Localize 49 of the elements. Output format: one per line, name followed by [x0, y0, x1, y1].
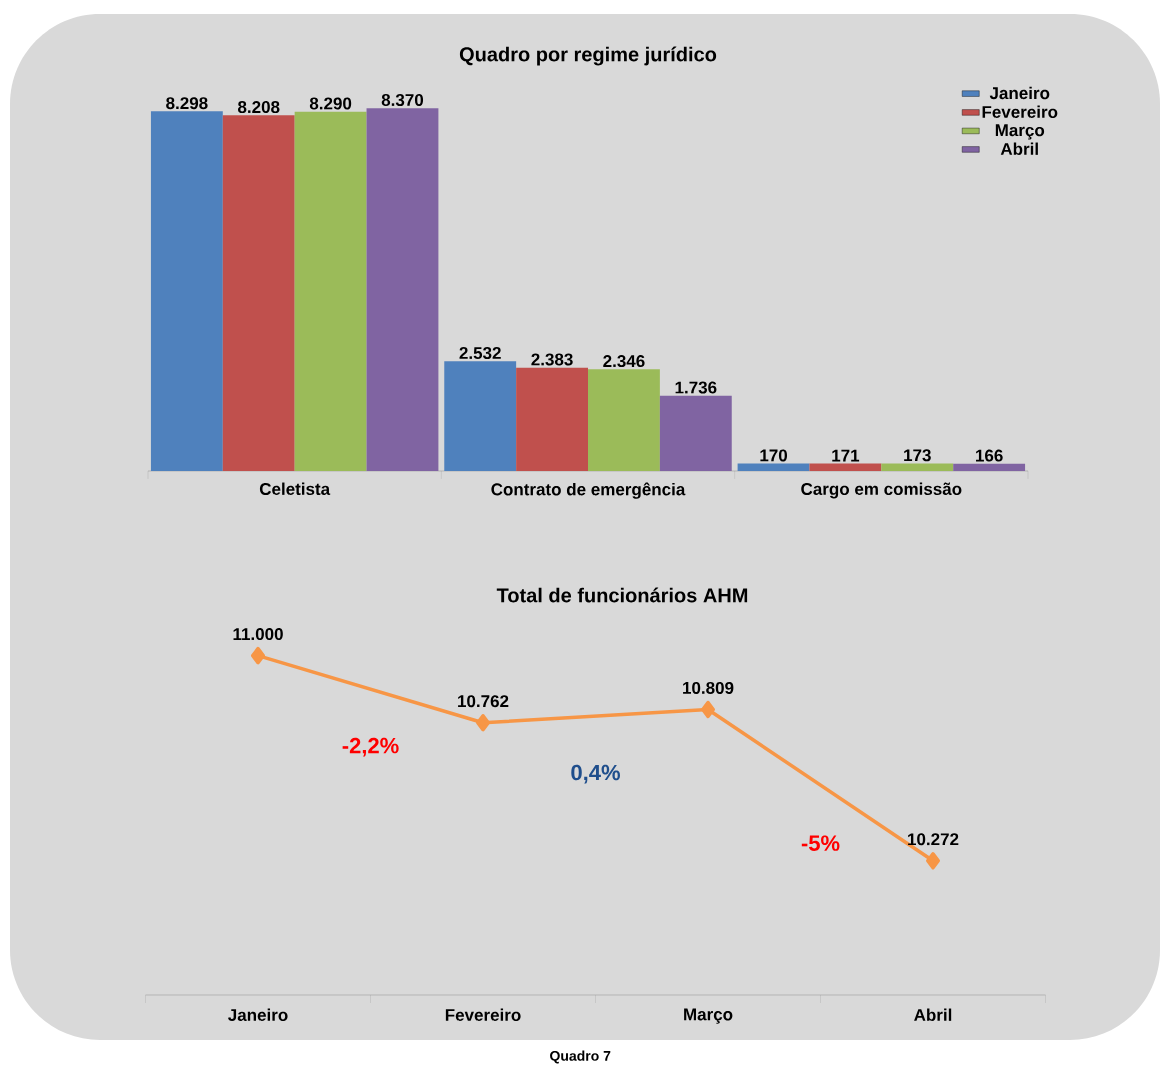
bar: [444, 361, 517, 472]
data-label: 2.532: [459, 347, 501, 360]
data-label: 166: [976, 449, 1003, 462]
x-tick-label: Fevereiro: [445, 1008, 521, 1022]
bar: [150, 111, 223, 472]
data-label: 2.383: [531, 353, 573, 366]
bar: [881, 463, 954, 472]
bar: [953, 463, 1026, 472]
annotation: -2,2%: [342, 737, 399, 757]
legend-label: Abril: [1000, 142, 1038, 156]
point: [926, 852, 941, 870]
annotation: 0,4%: [571, 764, 620, 784]
legend-label: Março: [995, 124, 1045, 140]
data-label: 8.208: [238, 101, 280, 114]
chart-title: Total de funcionários AHM: [496, 587, 748, 603]
x-tick-label: Celetista: [259, 482, 331, 496]
x-tick-label: Janeiro: [228, 1008, 288, 1022]
bar: [737, 463, 810, 472]
data-label: 8.298: [166, 97, 208, 110]
legend-label: Janeiro: [989, 86, 1050, 100]
annotation: -5%: [801, 835, 840, 852]
data-label: 2.346: [603, 355, 645, 368]
data-label: 1.736: [675, 381, 717, 394]
data-label: 8.370: [381, 94, 424, 107]
x-tick-label: Cargo em comissão: [801, 482, 962, 499]
data-label: 173: [904, 449, 931, 462]
data-label: 171: [832, 449, 860, 462]
data-label: 10.272: [908, 833, 959, 846]
bar: [366, 108, 439, 472]
point: [251, 647, 265, 665]
data-label: 170: [760, 449, 788, 462]
point: [701, 700, 716, 719]
point: [476, 714, 491, 732]
bar: [659, 395, 732, 472]
x-tick-label: Abril: [914, 1008, 952, 1022]
bar: [222, 115, 295, 472]
legend-label: Fevereiro: [982, 105, 1058, 119]
bar: [294, 111, 367, 472]
bar: [588, 369, 660, 472]
chart-title: Quadro por regime jurídico: [459, 46, 717, 66]
data-label: 10.762: [458, 695, 509, 708]
x-tick-label: Contrato de emergência: [491, 482, 686, 499]
bar: [516, 367, 588, 472]
data-label: 11.000: [233, 628, 283, 641]
text: Quadro 7: [550, 1050, 611, 1064]
bar: [809, 463, 882, 472]
x-tick-label: Março: [684, 1008, 733, 1024]
data-label: 10.809: [683, 682, 734, 695]
data-label: 8.290: [309, 97, 352, 110]
